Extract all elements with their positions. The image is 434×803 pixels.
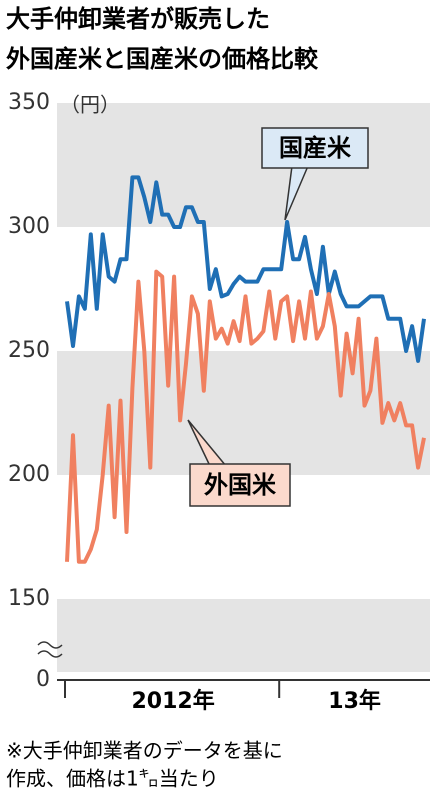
y-floor-label: 0 bbox=[36, 667, 50, 692]
callout-pointer bbox=[187, 419, 227, 467]
x-group-label: 2012年 bbox=[131, 688, 214, 714]
y-tick-label: 250 bbox=[8, 338, 50, 363]
y-tick-label: 200 bbox=[8, 462, 50, 487]
y-tick-label: 350 bbox=[8, 90, 50, 115]
callout-pointer bbox=[284, 165, 309, 221]
callout-box bbox=[189, 463, 291, 507]
callout-box bbox=[261, 127, 369, 169]
y-unit: （円） bbox=[60, 93, 120, 117]
legend-label: 外国米 bbox=[204, 471, 276, 499]
y-tick-label: 300 bbox=[8, 214, 50, 239]
legend-label: 国産米 bbox=[279, 134, 351, 162]
line bbox=[65, 175, 426, 363]
axis-break bbox=[37, 641, 63, 658]
band bbox=[57, 103, 430, 227]
line bbox=[65, 269, 426, 564]
x-group-label: 13年 bbox=[328, 688, 381, 714]
footnote: ※大手仲卸業者のデータを基に bbox=[6, 739, 283, 763]
footnote: 作成、価格は1㌔当たり bbox=[6, 767, 219, 791]
band bbox=[57, 599, 430, 672]
chart-title: 大手仲卸業者が販売した bbox=[6, 5, 270, 33]
y-tick-label: 150 bbox=[8, 586, 50, 611]
chart-title: 外国産米と国産米の価格比較 bbox=[6, 45, 319, 73]
